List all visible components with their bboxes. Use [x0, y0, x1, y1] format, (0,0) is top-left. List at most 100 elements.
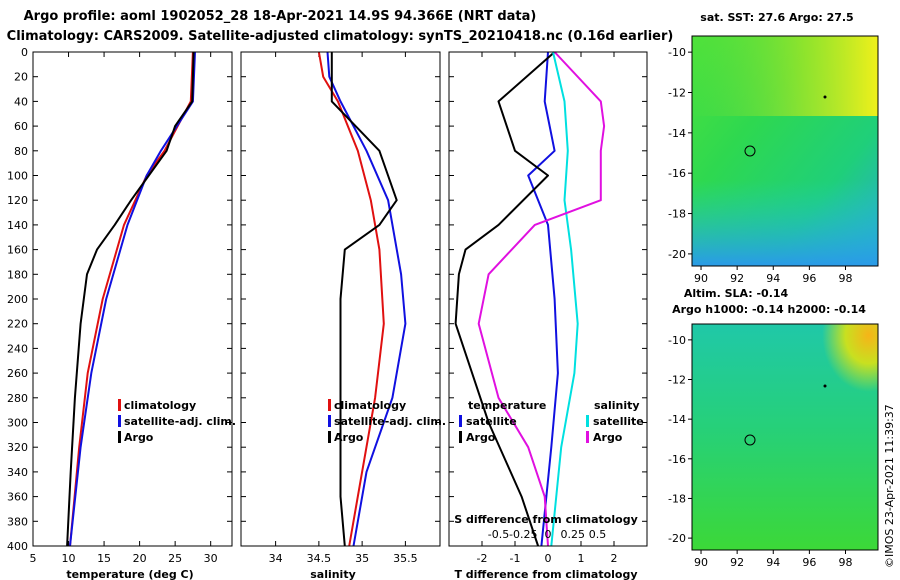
s-diff-tick-label: 0.5 — [589, 528, 607, 541]
lat-tick-label: -14 — [668, 413, 686, 426]
depth-tick-label: 400 — [7, 540, 28, 553]
legend-swatch-argo — [328, 431, 331, 443]
lon-tick-label: 92 — [730, 272, 744, 285]
legend-label-satellite: satellite-adj. clim. — [124, 415, 236, 428]
legend-label-sal-satellite: satellite — [593, 415, 644, 428]
legend-swatch-sal-argo — [586, 431, 589, 443]
lon-tick-label: 90 — [694, 272, 708, 285]
float-track-marker — [823, 384, 827, 388]
legend-label-climatology: climatology — [124, 399, 196, 412]
salinity-panel: 34 34.5 35 35.5 — [240, 51, 441, 565]
title-line-2: Climatology: CARS2009. Satellite-adjuste… — [7, 29, 674, 44]
panel-frame — [448, 51, 648, 547]
legend-label-sal-argo: Argo — [593, 431, 623, 444]
x-tick-label: -2 — [477, 552, 488, 565]
sla-map-frame — [691, 323, 879, 551]
series-line-satellite-adj-clim- — [326, 51, 407, 547]
temperature-xlabel: temperature (deg C) — [66, 568, 193, 580]
x-tick-label: 34.5 — [307, 552, 332, 565]
depth-tick-label: 320 — [7, 441, 28, 454]
s-diff-tick-label: -0.5 — [488, 528, 509, 541]
legend-title-temperature: temperature — [468, 399, 546, 412]
x-tick-label: 25 — [168, 552, 182, 565]
sla-map-subtitle: Argo h1000: -0.14 h2000: -0.14 — [672, 303, 866, 316]
legend-label-climatology: climatology — [334, 399, 406, 412]
profile-location-marker — [744, 145, 756, 157]
depth-tick-label: 80 — [14, 145, 28, 158]
x-tick-label: 35.5 — [393, 552, 418, 565]
series-line-temperature-satellite — [527, 51, 559, 547]
legend-label-argo: Argo — [334, 431, 364, 444]
lon-tick-label: 94 — [766, 556, 780, 569]
depth-tick-label: 40 — [14, 95, 28, 108]
x-tick-label: 34 — [269, 552, 283, 565]
depth-tick-label: 20 — [14, 71, 28, 84]
lat-tick-label: -10 — [668, 334, 686, 347]
x-tick-label: 20 — [133, 552, 147, 565]
depth-tick-label: 380 — [7, 515, 28, 528]
sst-cool-band — [692, 180, 878, 266]
lon-tick-label: 94 — [766, 272, 780, 285]
legend-label-temp-argo: Argo — [466, 431, 496, 444]
lat-tick-label: -12 — [668, 374, 686, 387]
profile-location-marker — [744, 434, 756, 446]
salinity-xlabel: salinity — [310, 568, 356, 580]
depth-tick-label: 300 — [7, 417, 28, 430]
lat-tick-label: -10 — [668, 46, 686, 59]
s-diff-tick-label: 0 — [545, 528, 552, 541]
depth-tick-label: 220 — [7, 318, 28, 331]
sla-map-ticks: 90 92 94 96 98 -10 -12 -14 -16 -18 -20 — [668, 334, 852, 569]
lat-tick-label: -12 — [668, 86, 686, 99]
sst-map — [691, 35, 879, 267]
sst-warm-band — [692, 36, 878, 116]
legend-title-salinity: salinity — [594, 399, 640, 412]
x-tick-label: 1 — [578, 552, 585, 565]
legend-swatch-climatology — [118, 399, 121, 411]
lat-tick-label: -18 — [668, 492, 686, 505]
lon-tick-label: 96 — [802, 556, 816, 569]
sst-map-title: sat. SST: 27.6 Argo: 27.5 — [700, 11, 853, 24]
panel-frame — [240, 51, 441, 547]
x-tick-label: 2 — [611, 552, 618, 565]
difference-panel: -2 -1 0 1 2 -0.5 -0.25 0 0.25 0.5 — [448, 51, 648, 565]
difference-top-axis-label: S difference from climatology — [454, 513, 638, 526]
lon-tick-label: 96 — [802, 272, 816, 285]
legend-swatch-climatology — [328, 399, 331, 411]
series-line-salinity-satellite — [550, 51, 579, 547]
lat-tick-label: -16 — [668, 167, 686, 180]
lon-tick-label: 90 — [694, 556, 708, 569]
x-tick-label: 15 — [97, 552, 111, 565]
series-line-argo — [66, 51, 195, 547]
lon-tick-label: 98 — [838, 272, 852, 285]
x-tick-label: 5 — [30, 552, 37, 565]
depth-tick-label: 180 — [7, 268, 28, 281]
legend-swatch-sal-satellite — [586, 415, 589, 427]
depth-tick-label: 240 — [7, 342, 28, 355]
salinity-legend: climatology satellite-adj. clim. Argo — [328, 399, 446, 444]
x-tick-label: 35 — [355, 552, 369, 565]
depth-tick-label: 120 — [7, 194, 28, 207]
series-line-climatology — [317, 51, 385, 547]
sla-map — [691, 323, 879, 551]
depth-tick-label: 360 — [7, 491, 28, 504]
lat-tick-label: -20 — [668, 248, 686, 261]
depth-tick-label: 100 — [7, 170, 28, 183]
depth-tick-label: 0 — [21, 46, 28, 59]
sst-map-frame — [691, 35, 879, 267]
lon-tick-label: 98 — [838, 556, 852, 569]
difference-legend: temperature salinity satellite Argo sate… — [459, 399, 644, 444]
legend-swatch-temp-argo — [459, 431, 462, 443]
x-tick-label: 30 — [204, 552, 218, 565]
lat-tick-label: -18 — [668, 208, 686, 221]
s-diff-tick-label: 0.25 — [561, 528, 586, 541]
legend-label-argo: Argo — [124, 431, 154, 444]
series-line-temperature-argo — [454, 51, 556, 547]
title-line-1: Argo profile: aoml 1902052_28 18-Apr-202… — [24, 9, 537, 24]
legend-label-temp-satellite: satellite — [466, 415, 517, 428]
legend-swatch-satellite — [118, 415, 121, 427]
depth-tick-label: 340 — [7, 466, 28, 479]
sst-map-ticks: 90 92 94 96 98 -10 -12 -14 -16 -18 -20 — [668, 46, 852, 285]
legend-swatch-temp-satellite — [459, 415, 462, 427]
temperature-legend: climatology satellite-adj. clim. Argo — [118, 399, 236, 444]
